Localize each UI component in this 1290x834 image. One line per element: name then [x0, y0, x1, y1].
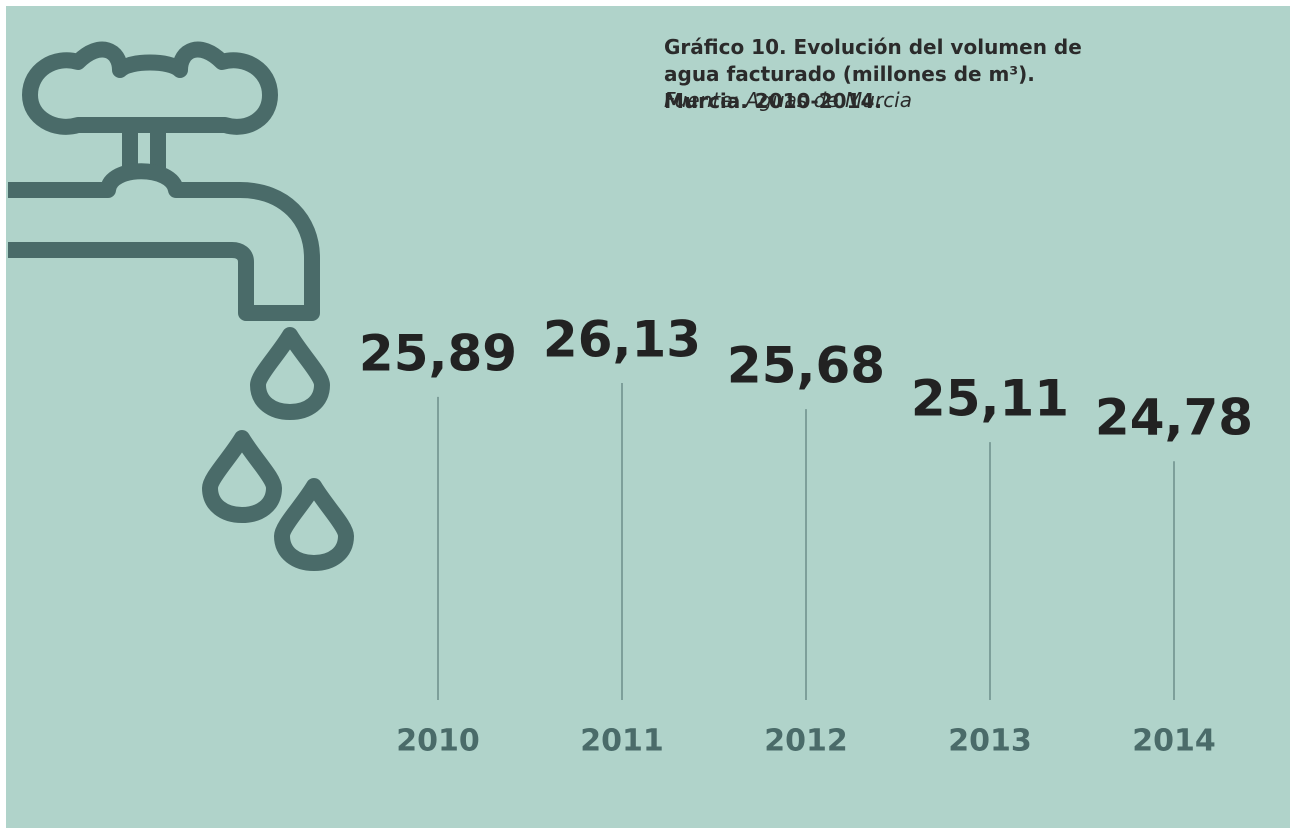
- chart-title: Gráfico 10. Evolución del volumen de agu…: [664, 35, 1082, 113]
- x-tick-label: 2012: [764, 724, 848, 759]
- x-tick-label: 2013: [948, 724, 1032, 759]
- value-label: 26,13: [543, 311, 701, 369]
- background: [6, 6, 1290, 828]
- x-tick-label: 2011: [580, 724, 664, 759]
- value-label: 25,89: [359, 324, 517, 382]
- value-label: 25,11: [911, 370, 1069, 428]
- value-label: 25,68: [727, 337, 885, 395]
- x-tick-label: 2014: [1132, 724, 1216, 759]
- faucet-icon: [8, 41, 354, 571]
- x-tick-label: 2010: [396, 724, 480, 759]
- value-label: 24,78: [1095, 389, 1253, 447]
- chart-source: Fuente: Aguas de Murcia: [664, 88, 912, 112]
